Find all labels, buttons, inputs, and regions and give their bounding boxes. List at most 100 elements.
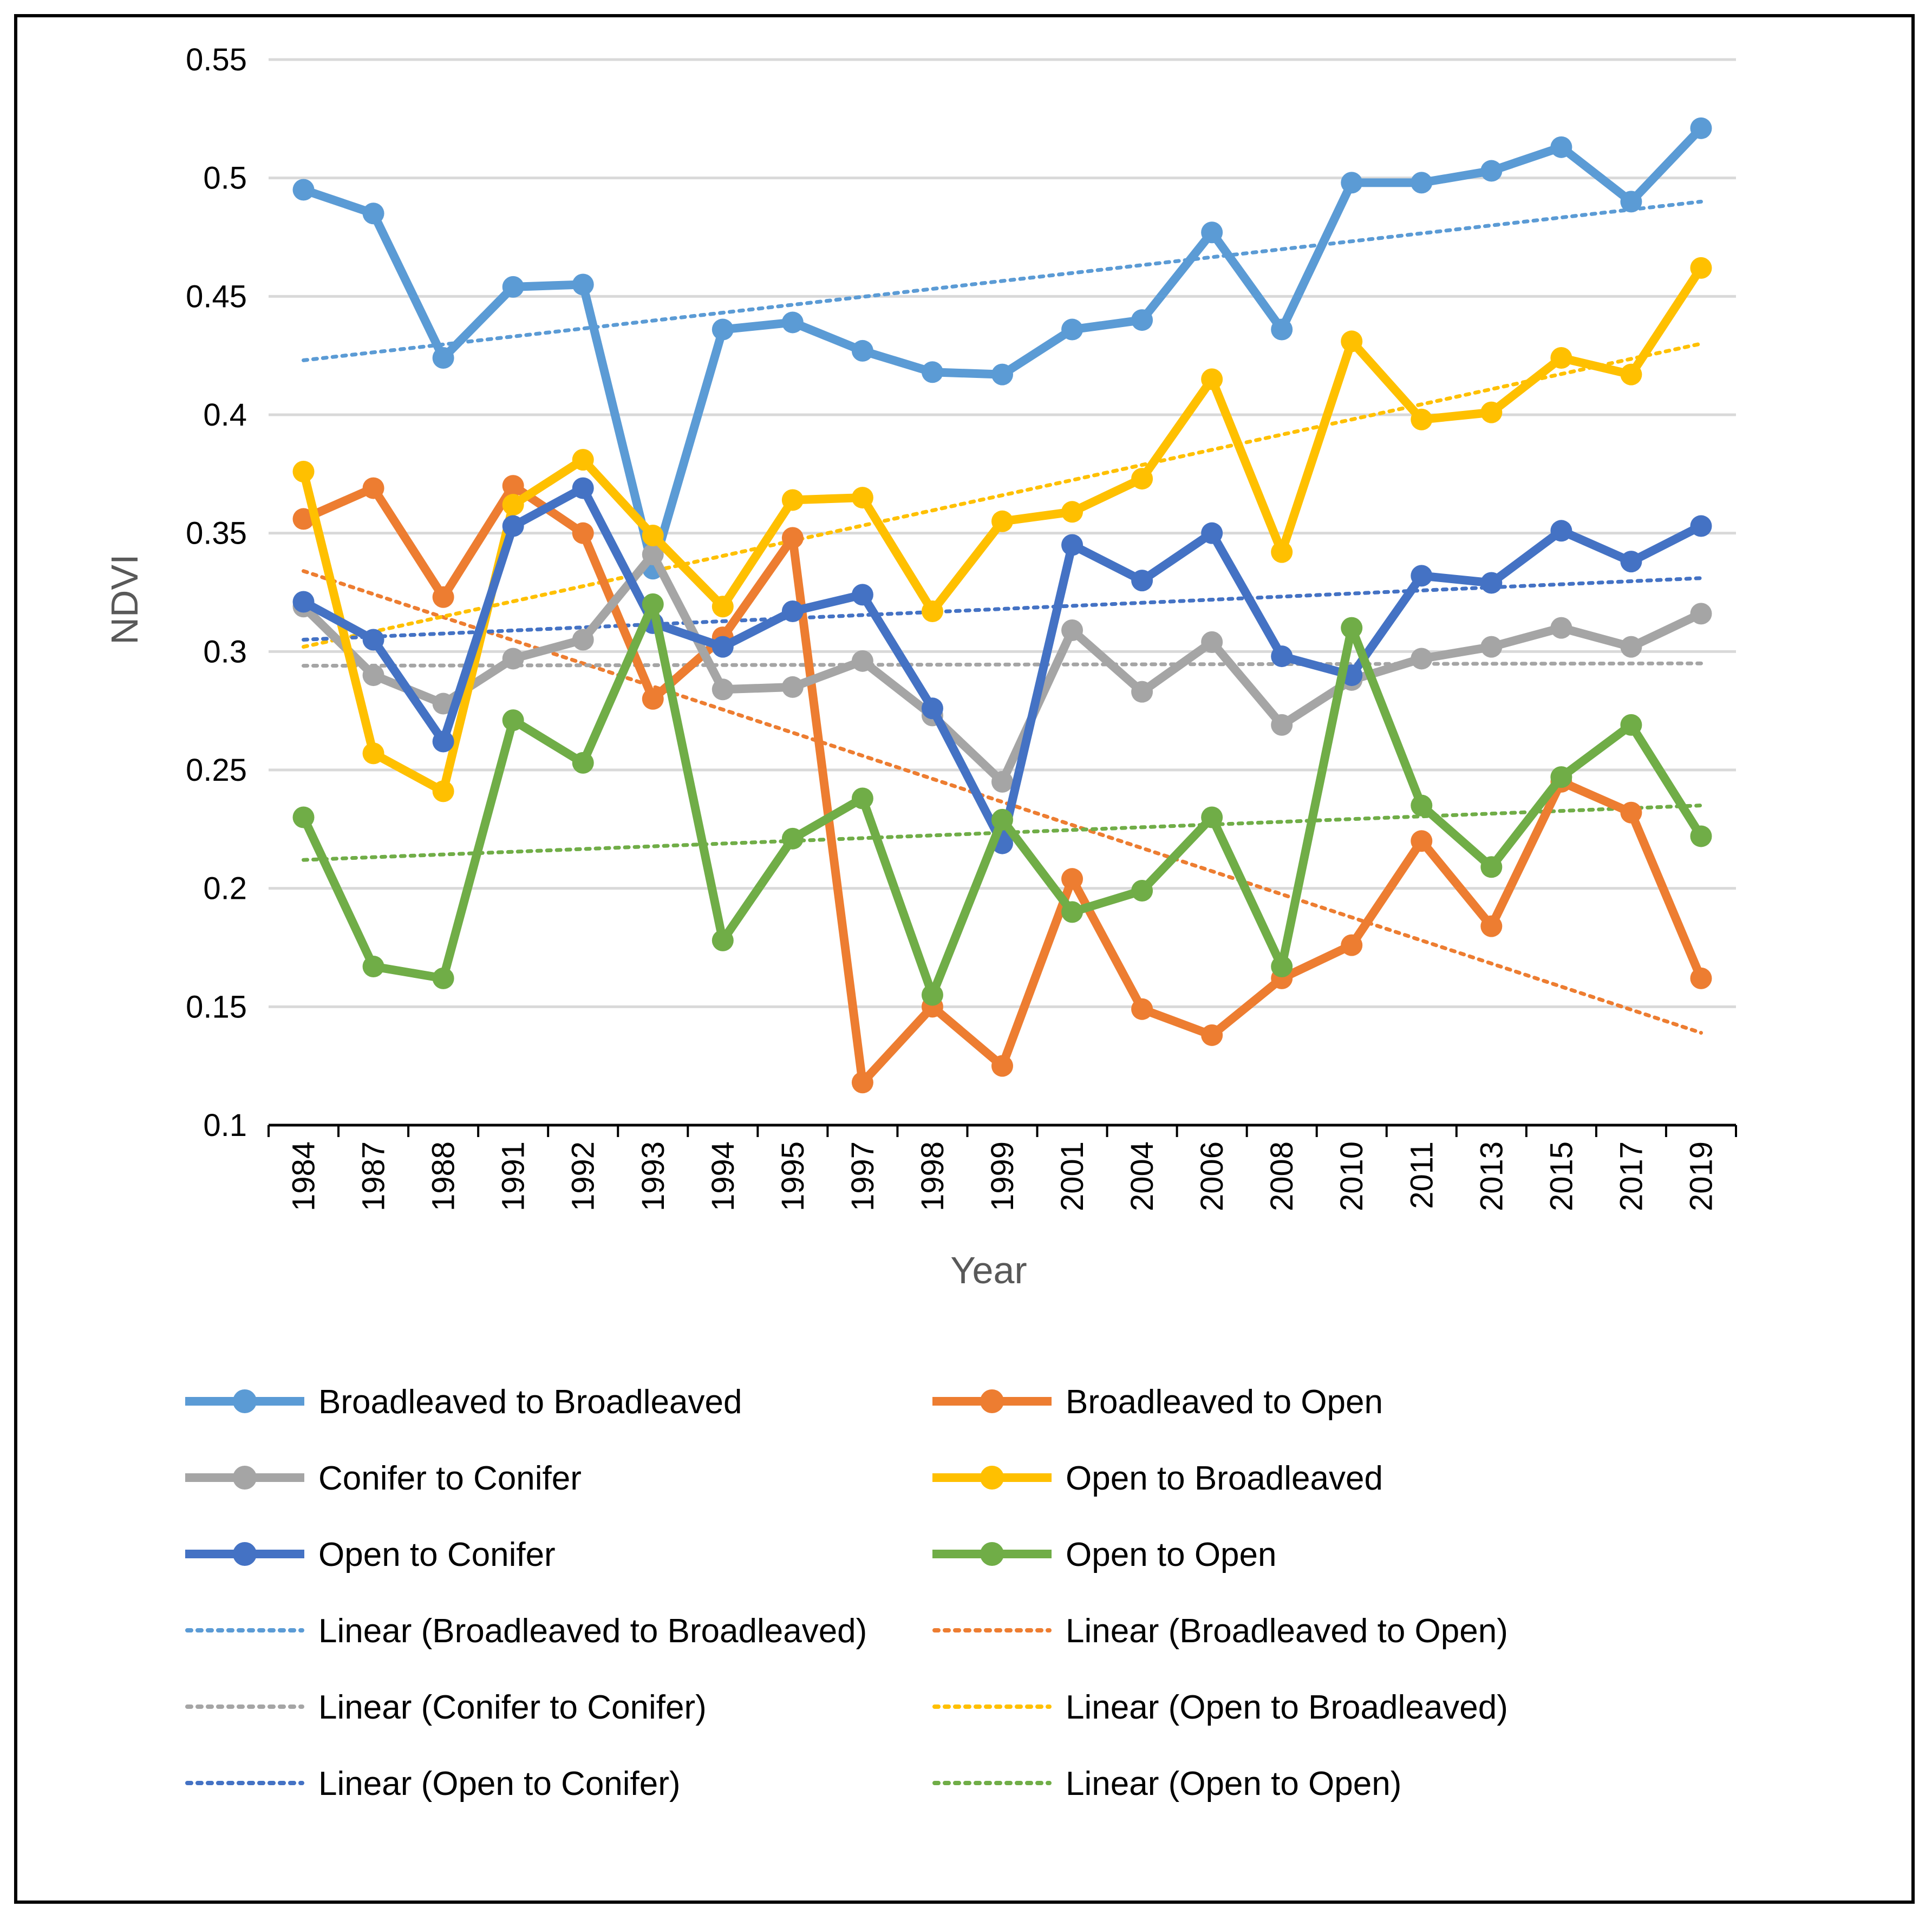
data-point xyxy=(1480,160,1503,182)
x-tick-label: 2019 xyxy=(1683,1141,1719,1211)
legend-item-linear-open-to-conifer: Linear (Open to Conifer) xyxy=(185,1765,681,1803)
data-point xyxy=(1550,766,1572,788)
x-tick-label: 2006 xyxy=(1195,1141,1230,1211)
x-tick-label: 2017 xyxy=(1614,1141,1649,1211)
y-tick-label: 0.45 xyxy=(186,279,247,314)
data-point xyxy=(1550,136,1572,158)
axes xyxy=(267,1124,1737,1137)
data-point xyxy=(292,508,315,530)
legend-item-open-to-conifer: Open to Conifer xyxy=(185,1536,556,1573)
data-point xyxy=(572,477,594,499)
y-tick-label: 0.3 xyxy=(203,634,247,669)
data-point xyxy=(362,664,384,687)
legend-item-linear-broadleaved-to-open: Linear (Broadleaved to Open) xyxy=(932,1612,1508,1650)
legend-item-open-to-broadleaved: Open to Broadleaved xyxy=(932,1460,1383,1497)
series-open-to-broadleaved xyxy=(292,257,1712,802)
data-point xyxy=(1690,825,1712,847)
data-point xyxy=(1411,408,1433,430)
data-point xyxy=(432,730,454,753)
data-point xyxy=(1271,318,1293,341)
data-point xyxy=(851,339,873,362)
data-point xyxy=(1341,934,1363,956)
data-point xyxy=(1341,172,1363,194)
data-point xyxy=(781,676,804,698)
legend-item-linear-conifer-to-conifer: Linear (Conifer to Conifer) xyxy=(185,1689,707,1726)
legend-label: Open to Conifer xyxy=(318,1536,556,1573)
legend-marker xyxy=(980,1542,1004,1566)
data-point xyxy=(712,678,734,701)
x-axis-title: Year xyxy=(950,1249,1027,1291)
y-tick-label: 0.25 xyxy=(186,753,247,788)
data-point xyxy=(1620,363,1642,386)
data-point xyxy=(502,515,524,537)
data-point xyxy=(362,742,384,765)
data-point xyxy=(781,311,804,334)
data-point xyxy=(1690,603,1712,625)
data-point xyxy=(292,460,315,482)
data-point xyxy=(1341,330,1363,352)
data-point xyxy=(1131,309,1153,331)
data-point xyxy=(1131,998,1153,1020)
data-point xyxy=(572,629,594,651)
data-point xyxy=(1061,318,1084,341)
legend-label: Linear (Open to Broadleaved) xyxy=(1066,1689,1508,1726)
data-point xyxy=(851,787,873,809)
data-point xyxy=(362,955,384,977)
data-point xyxy=(572,449,594,471)
legend-label: Conifer to Conifer xyxy=(318,1460,582,1497)
data-point xyxy=(1201,221,1223,244)
data-point xyxy=(991,363,1013,386)
data-point xyxy=(1201,368,1223,390)
data-point xyxy=(432,347,454,369)
data-point xyxy=(1271,955,1293,977)
data-point xyxy=(712,318,734,341)
data-point xyxy=(642,544,664,566)
y-axis-title: NDVI xyxy=(103,554,146,644)
data-point xyxy=(781,527,804,549)
x-tick-label: 2004 xyxy=(1125,1141,1160,1211)
x-tick-label: 1995 xyxy=(775,1141,811,1211)
x-tick-label: 1991 xyxy=(496,1141,531,1211)
data-point xyxy=(1620,191,1642,213)
x-tick-label: 1994 xyxy=(706,1141,741,1211)
data-point xyxy=(1690,117,1712,139)
data-point xyxy=(1131,681,1153,703)
data-point xyxy=(1411,172,1433,194)
trendlines xyxy=(302,199,1703,1035)
trendline-linear-broadleaved-to-broadleaved xyxy=(302,199,1703,362)
data-point xyxy=(502,709,524,732)
legend-label: Linear (Broadleaved to Broadleaved) xyxy=(318,1612,867,1650)
data-point xyxy=(362,203,384,225)
data-point xyxy=(502,494,524,516)
x-tick-label: 1993 xyxy=(636,1141,671,1211)
data-point xyxy=(1271,714,1293,736)
data-point xyxy=(1690,257,1712,279)
data-point xyxy=(572,273,594,296)
data-point xyxy=(292,806,315,828)
data-point xyxy=(1201,806,1223,828)
x-tick-label: 1984 xyxy=(286,1141,322,1211)
legend-marker xyxy=(233,1389,257,1413)
data-point xyxy=(1480,915,1503,937)
data-point xyxy=(712,636,734,658)
series-open-to-conifer xyxy=(292,477,1712,854)
trendline-linear-open-to-conifer xyxy=(302,576,1703,642)
legend-item-open-to-open: Open to Open xyxy=(932,1536,1277,1573)
y-tick-label: 0.15 xyxy=(186,989,247,1024)
legend-marker xyxy=(233,1466,257,1490)
data-point xyxy=(851,584,873,606)
data-point xyxy=(1131,570,1153,592)
data-point xyxy=(991,770,1013,793)
legend-item-broadleaved-to-broadleaved: Broadleaved to Broadleaved xyxy=(185,1383,742,1421)
data-point xyxy=(1341,617,1363,639)
x-tick-label: 1987 xyxy=(356,1141,391,1211)
data-point xyxy=(921,600,943,622)
data-point xyxy=(1411,648,1433,670)
data-point xyxy=(851,1072,873,1094)
data-point xyxy=(1201,1024,1223,1046)
data-point xyxy=(1061,501,1084,523)
data-point xyxy=(1550,617,1572,639)
y-tick-label: 0.5 xyxy=(203,161,247,196)
trendline-linear-open-to-broadleaved xyxy=(302,342,1703,649)
legend-item-linear-open-to-open: Linear (Open to Open) xyxy=(932,1765,1401,1803)
